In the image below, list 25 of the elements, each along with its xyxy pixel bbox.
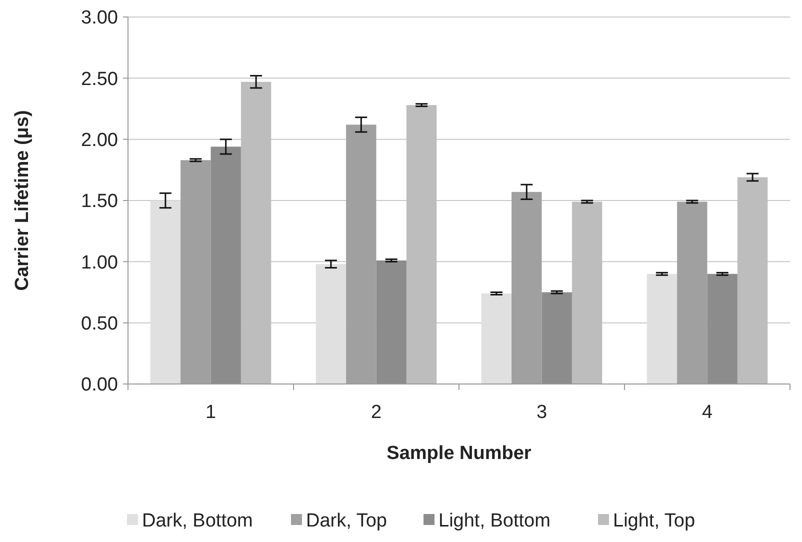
legend-label: Dark, Top bbox=[306, 510, 387, 532]
y-tick-label: 1.00 bbox=[81, 252, 118, 274]
legend-label: Dark, Bottom bbox=[142, 510, 253, 532]
x-tick-label: 2 bbox=[370, 402, 382, 423]
legend-label: Light, Top bbox=[613, 510, 696, 532]
y-tick-label: 3.00 bbox=[81, 8, 118, 29]
bar bbox=[481, 293, 512, 384]
x-tick-label: 3 bbox=[536, 402, 548, 423]
y-tick-label: 2.00 bbox=[81, 130, 118, 151]
y-axis-title: Carrier Lifetime (μs) bbox=[12, 110, 33, 291]
x-tick-label: 4 bbox=[702, 402, 713, 423]
x-axis-title: Sample Number bbox=[386, 443, 532, 464]
bar bbox=[316, 264, 346, 384]
legend-label: Light, Bottom bbox=[438, 510, 550, 532]
bar bbox=[646, 274, 678, 384]
bar bbox=[542, 292, 572, 384]
y-tick-label: 1.50 bbox=[81, 191, 118, 212]
x-tick-label: 1 bbox=[205, 402, 216, 423]
bar bbox=[707, 274, 738, 384]
y-tick-label: 0.00 bbox=[81, 374, 118, 396]
bar bbox=[210, 146, 241, 384]
bar bbox=[150, 200, 181, 384]
y-tick-label: 2.50 bbox=[81, 68, 118, 90]
y-tick-label: 0.50 bbox=[81, 313, 118, 334]
bar bbox=[376, 260, 406, 384]
